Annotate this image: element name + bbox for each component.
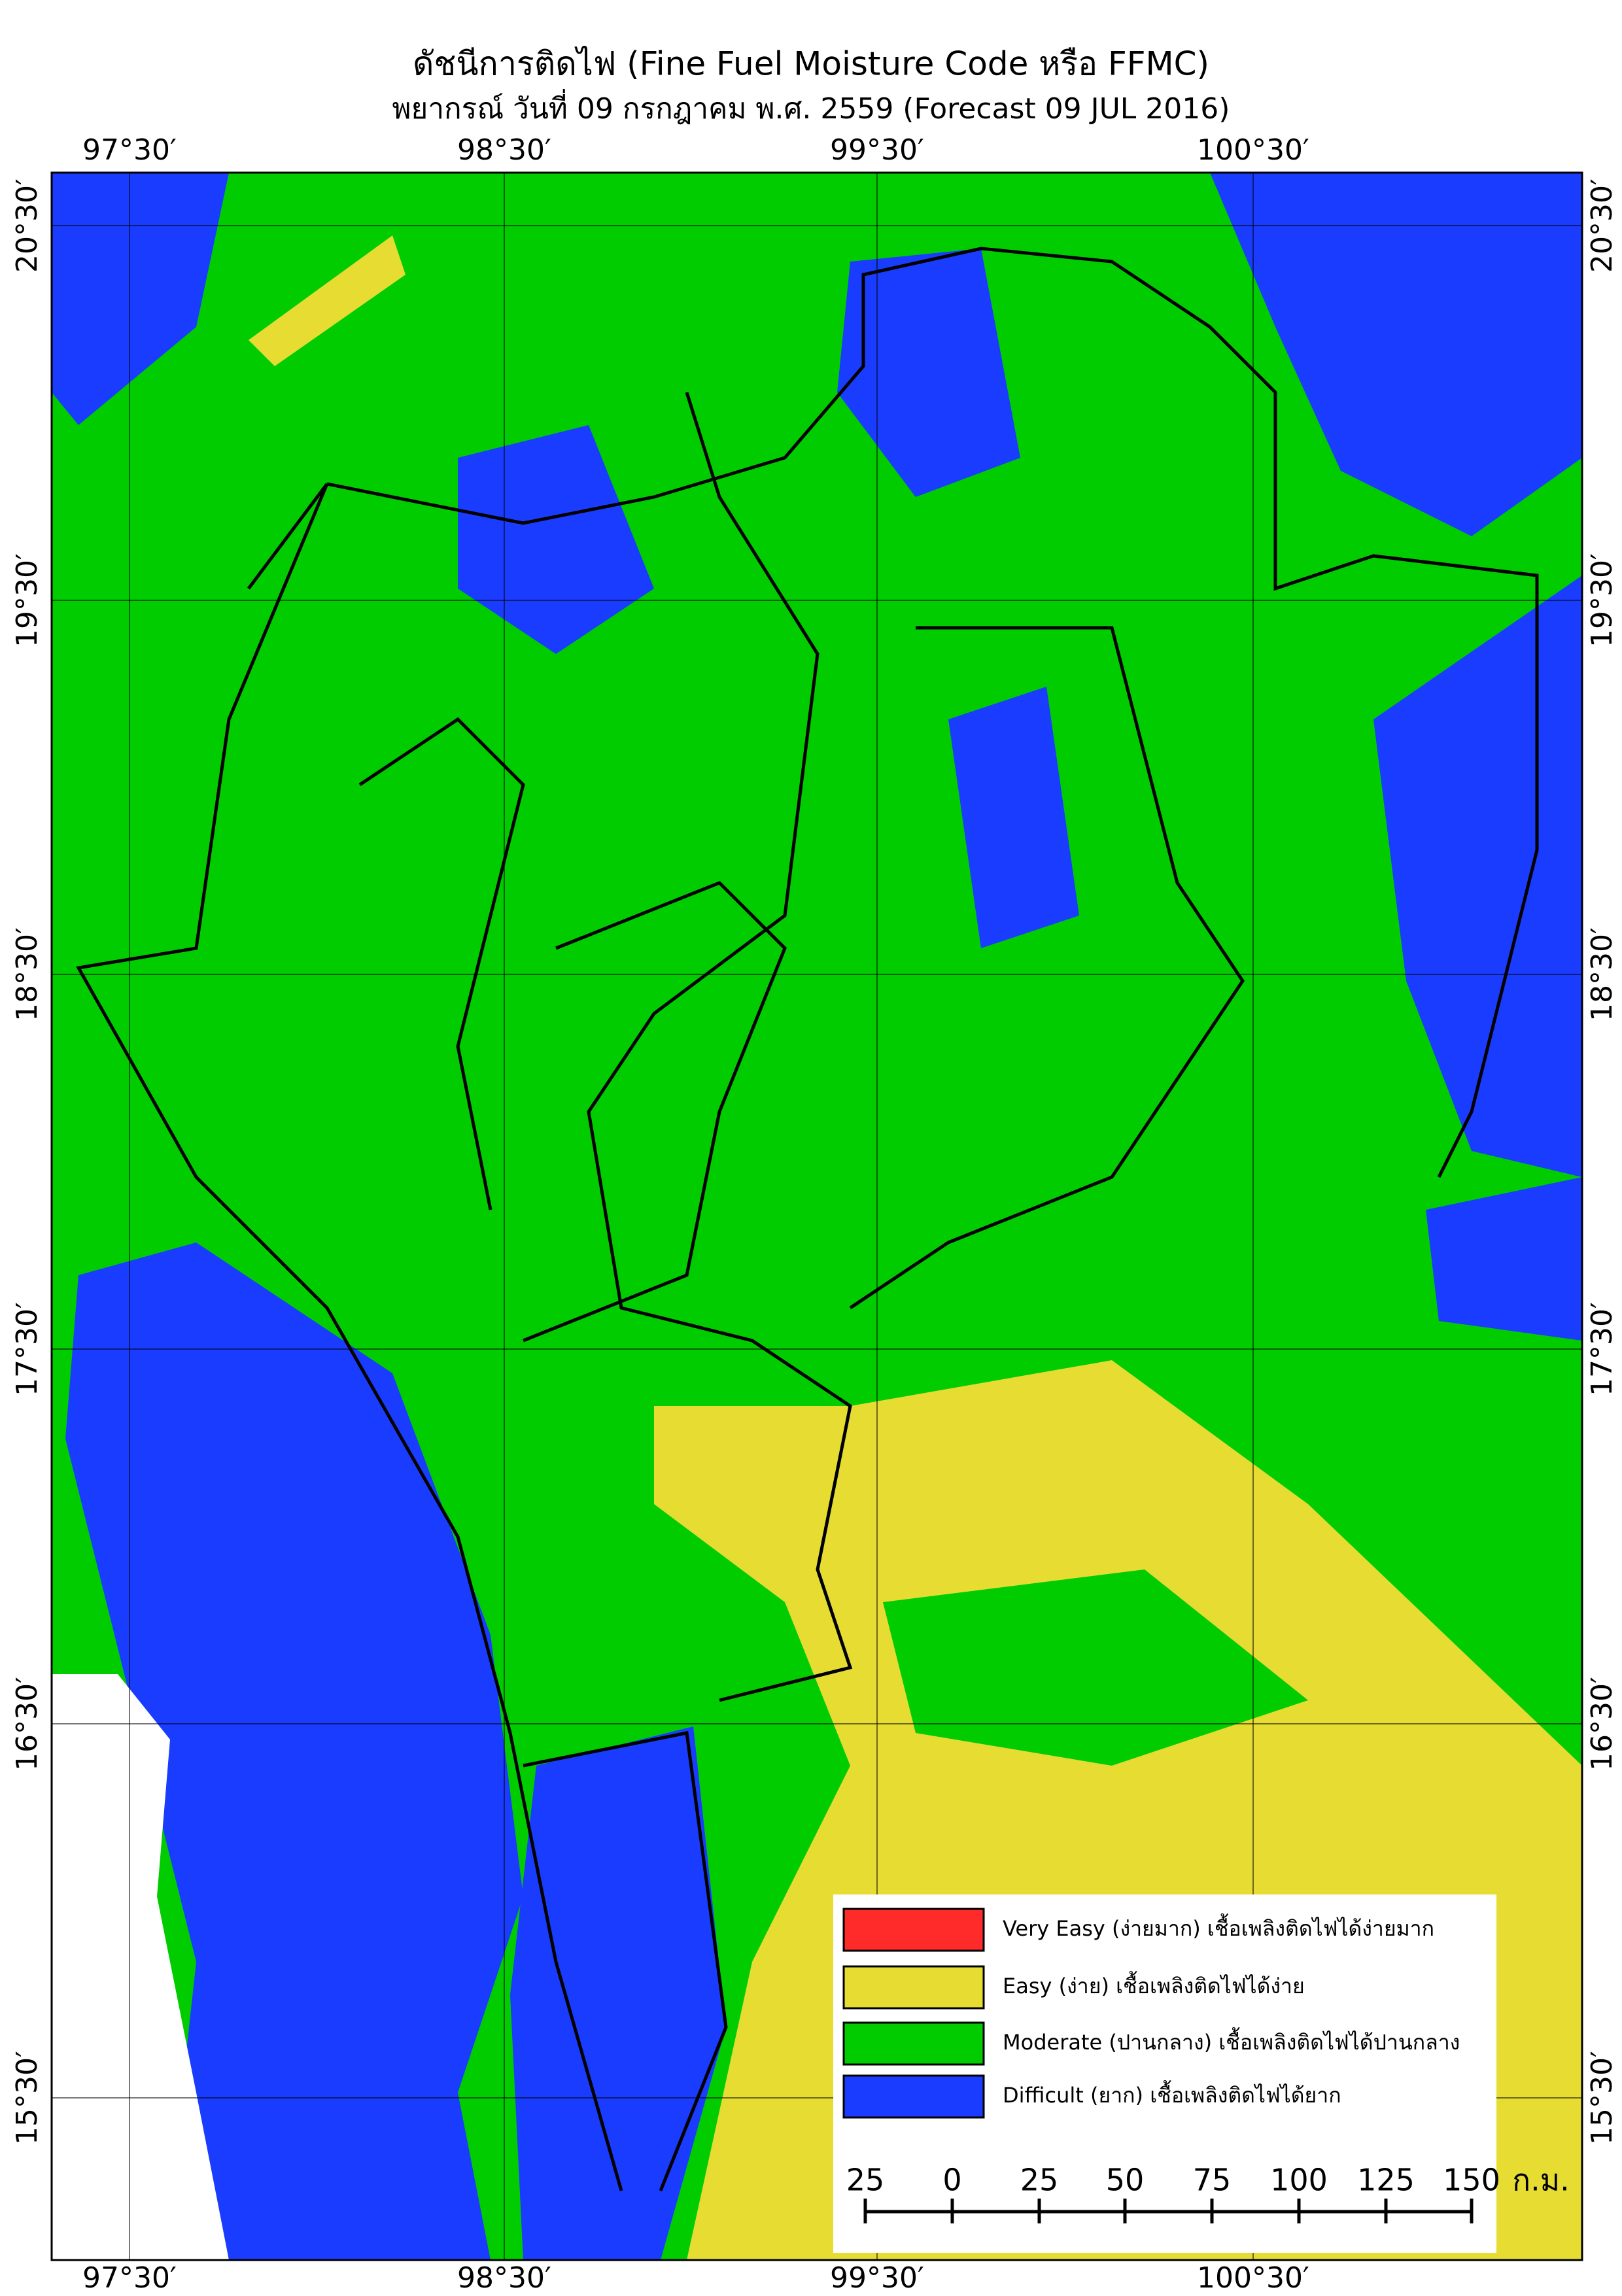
lon-label-bottom: 100°30′ <box>1197 2261 1309 2293</box>
moderate-patch <box>883 1569 1308 1766</box>
lat-label-right: 16°30′ <box>1585 1677 1619 1771</box>
difficult-area <box>510 1726 726 2260</box>
legend-swatch <box>842 1908 985 1952</box>
scale-unit: ก.ม. <box>1512 2163 1569 2198</box>
lat-label-right: 20°30′ <box>1585 179 1619 273</box>
boundary <box>326 247 1539 1178</box>
lon-label-bottom: 99°30′ <box>830 2261 924 2293</box>
lon-label-bottom: 98°30′ <box>457 2261 551 2293</box>
lat-label-left: 17°30′ <box>10 1302 44 1396</box>
lon-label-top: 100°30′ <box>1197 133 1309 167</box>
lon-label-top: 99°30′ <box>830 133 924 167</box>
legend-label: Very Easy (ง่ายมาก) เชื้อเพลิงติดไฟได้ง่… <box>1003 1913 1434 1941</box>
difficult-area <box>458 425 654 654</box>
lat-label-left: 20°30′ <box>10 179 44 273</box>
scale-label: 25 <box>1020 2163 1059 2198</box>
legend-label: Moderate (ปานกลาง) เชื้อเพลิงติดไฟได้ปาน… <box>1003 2027 1460 2055</box>
difficult-area <box>52 173 229 425</box>
legend-swatch <box>842 2074 985 2119</box>
boundary <box>523 881 787 1343</box>
province-boundaries <box>76 247 1539 2191</box>
scale-label: 25 <box>846 2163 885 2198</box>
difficult-area <box>1426 1177 1582 1341</box>
graticule: 97°30′ 97°30′ 98°30′ 98°30′ 99°30′ 99°30′ 100°… <box>10 133 1619 2295</box>
title: ดัชนีการติดไฟ (Fine Fuel Moisture Code ห… <box>413 45 1209 83</box>
scale-label: 75 <box>1193 2163 1232 2198</box>
lon-label-top: 97°30′ <box>82 133 177 167</box>
scale-label: 50 <box>1106 2163 1145 2198</box>
boundary <box>358 717 525 1210</box>
lat-label-right: 19°30′ <box>1585 553 1619 647</box>
map-frame <box>50 171 1583 2261</box>
legend-swatch <box>842 2021 985 2066</box>
legend: Very Easy (ง่ายมาก) เชื้อเพลิงติดไฟได้ง่… <box>833 1894 1570 2253</box>
scale-label: 125 <box>1357 2163 1415 2198</box>
scale-label: 150 <box>1443 2163 1500 2198</box>
boundary <box>76 483 623 2191</box>
legend-label: Easy (ง่าย) เชื้อเพลิงติดไฟได้ง่าย <box>1003 1971 1305 1998</box>
difficult-area <box>1373 575 1582 1177</box>
lat-label-left: 16°30′ <box>10 1677 44 1771</box>
difficult-area <box>948 687 1079 948</box>
lat-label-right: 15°30′ <box>1585 2051 1619 2145</box>
scale-label: 0 <box>942 2163 961 2198</box>
boundary <box>849 626 1245 1310</box>
lat-label-left: 18°30′ <box>10 927 44 1021</box>
lat-label-right: 18°30′ <box>1585 927 1619 1021</box>
lat-label-right: 17°30′ <box>1585 1302 1619 1396</box>
easy-area <box>249 235 406 366</box>
difficult-area <box>1210 173 1582 536</box>
boundary <box>523 1731 728 2191</box>
lon-label-top: 98°30′ <box>457 133 551 167</box>
legend-swatch <box>842 1965 985 2010</box>
lon-label-bottom: 97°30′ <box>82 2261 177 2293</box>
lat-label-left: 19°30′ <box>10 553 44 647</box>
boundary <box>587 392 853 1702</box>
difficult-area <box>65 1242 523 2260</box>
scale-label: 100 <box>1270 2163 1328 2198</box>
legend-box <box>833 1894 1496 2253</box>
lat-label-left: 15°30′ <box>10 2051 44 2145</box>
subtitle: พยากรณ์ วันที่ 09 กรกฎาคม พ.ศ. 2559 (For… <box>392 88 1230 126</box>
difficult-area <box>837 248 1020 497</box>
sea <box>52 1674 229 2260</box>
legend-label: Difficult (ยาก) เชื้อเพลิงติดไฟได้ยาก <box>1003 2080 1341 2108</box>
